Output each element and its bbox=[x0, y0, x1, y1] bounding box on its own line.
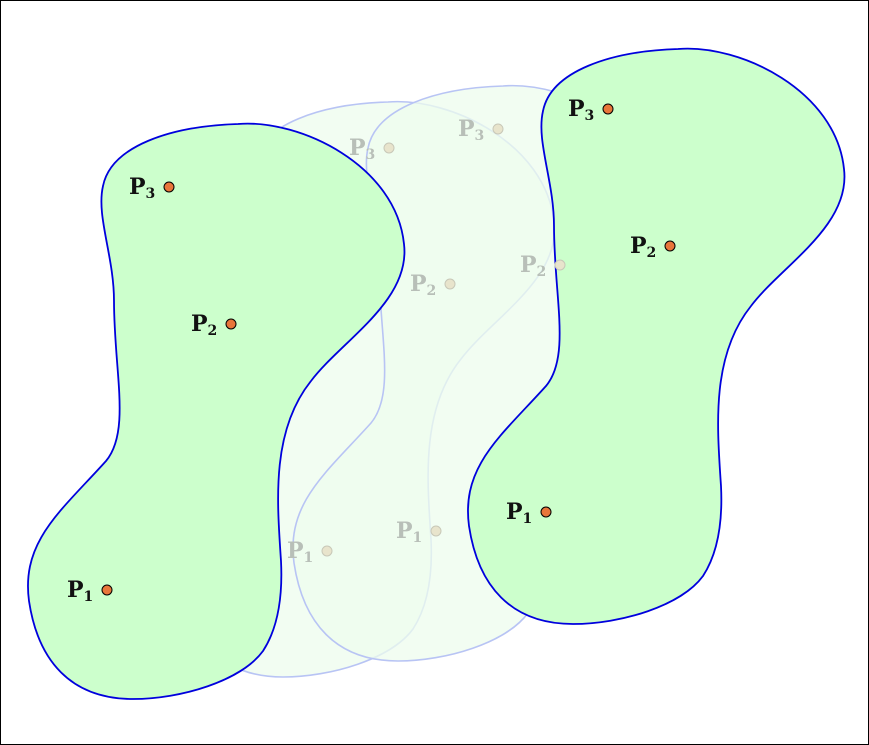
label-sub: 3 bbox=[475, 128, 485, 144]
shape-end-label-2: P2 bbox=[630, 233, 656, 261]
shape-start bbox=[27, 122, 406, 700]
label-sub: 1 bbox=[523, 511, 533, 527]
label-main: P bbox=[630, 233, 647, 259]
label-main: P bbox=[349, 135, 366, 161]
shape-end-label-1: P1 bbox=[506, 499, 532, 527]
label-sub: 1 bbox=[413, 530, 423, 546]
label-main: P bbox=[191, 311, 208, 337]
shape-ghost-1-point-1 bbox=[321, 545, 333, 557]
label-sub: 2 bbox=[208, 323, 218, 339]
label-main: P bbox=[396, 518, 413, 544]
label-sub: 3 bbox=[146, 186, 156, 202]
shape-ghost-1-label-1: P1 bbox=[287, 538, 313, 566]
shape-end-point-1 bbox=[540, 506, 552, 518]
shape-start-point-3 bbox=[163, 181, 175, 193]
label-main: P bbox=[506, 499, 523, 525]
shape-ghost-2-point-3 bbox=[492, 123, 504, 135]
label-main: P bbox=[67, 577, 84, 603]
label-sub: 2 bbox=[427, 283, 437, 299]
label-main: P bbox=[287, 538, 304, 564]
shape-ghost-2-label-2: P2 bbox=[520, 252, 546, 280]
label-sub: 2 bbox=[537, 264, 547, 280]
label-sub: 1 bbox=[84, 589, 94, 605]
shape-end-outline bbox=[467, 47, 846, 625]
label-sub: 1 bbox=[304, 550, 314, 566]
label-main: P bbox=[520, 252, 537, 278]
label-main: P bbox=[129, 174, 146, 200]
shape-ghost-2-point-1 bbox=[430, 525, 442, 537]
shape-end-point-3 bbox=[602, 103, 614, 115]
shape-ghost-2-label-3: P3 bbox=[458, 116, 484, 144]
shape-end-point-2 bbox=[664, 240, 676, 252]
label-main: P bbox=[458, 116, 475, 142]
shape-start-point-2 bbox=[225, 318, 237, 330]
label-main: P bbox=[410, 271, 427, 297]
shape-ghost-2-label-1: P1 bbox=[396, 518, 422, 546]
label-sub: 3 bbox=[585, 108, 595, 124]
label-main: P bbox=[568, 96, 585, 122]
shape-ghost-1-label-3: P3 bbox=[349, 135, 375, 163]
shape-start-label-2: P2 bbox=[191, 311, 217, 339]
shape-end bbox=[467, 47, 846, 625]
label-sub: 2 bbox=[647, 245, 657, 261]
label-sub: 3 bbox=[366, 147, 376, 163]
shape-start-point-1 bbox=[101, 584, 113, 596]
shape-start-outline bbox=[27, 122, 406, 700]
shape-ghost-1-label-2: P2 bbox=[410, 271, 436, 299]
shape-ghost-1-point-3 bbox=[383, 142, 395, 154]
shape-ghost-2-point-2 bbox=[554, 259, 566, 271]
shape-ghost-1-point-2 bbox=[444, 278, 456, 290]
shape-start-label-3: P3 bbox=[129, 174, 155, 202]
shape-end-label-3: P3 bbox=[568, 96, 594, 124]
shape-start-label-1: P1 bbox=[67, 577, 93, 605]
